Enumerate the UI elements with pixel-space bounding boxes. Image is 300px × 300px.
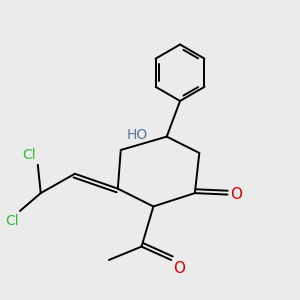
- Text: Cl: Cl: [5, 214, 19, 228]
- Text: O: O: [230, 187, 242, 202]
- Text: O: O: [172, 262, 184, 277]
- Text: Cl: Cl: [23, 148, 36, 162]
- Text: HO: HO: [126, 128, 148, 142]
